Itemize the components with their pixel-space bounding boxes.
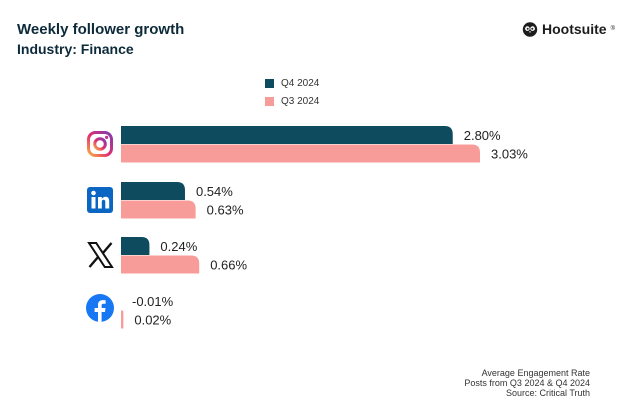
data-label-facebook-q3: 0.02% xyxy=(134,313,171,328)
chart-footnote: Average Engagement Rate Posts from Q3 20… xyxy=(464,368,590,398)
bar-facebook-q3 xyxy=(121,310,124,329)
owl-icon xyxy=(522,22,538,37)
x-icon xyxy=(87,242,114,268)
bar-instagram-q3 xyxy=(121,144,480,163)
registered-mark: ® xyxy=(610,26,615,32)
facebook-icon xyxy=(86,294,114,322)
hootsuite-logo: Hootsuite ® xyxy=(522,21,615,37)
data-label-linkedin-q3: 0.63% xyxy=(207,203,244,218)
data-label-instagram-q4: 2.80% xyxy=(464,128,501,143)
data-label-linkedin-q4: 0.54% xyxy=(196,184,233,199)
linkedin-icon xyxy=(87,187,113,213)
legend-item-q4: Q4 2024 xyxy=(265,74,319,92)
chart-title: Weekly follower growth xyxy=(17,21,185,38)
legend: Q4 2024 Q3 2024 xyxy=(265,74,319,110)
bar-x-q4 xyxy=(121,237,150,255)
bar-linkedin-q4 xyxy=(121,182,185,200)
legend-label-q3: Q3 2024 xyxy=(281,95,320,107)
legend-swatch-q3 xyxy=(265,96,274,106)
data-label-x-q4: 0.24% xyxy=(160,239,197,254)
data-label-x-q3: 0.66% xyxy=(210,258,247,273)
data-label-facebook-q4: -0.01% xyxy=(132,294,174,309)
footnote-source: Source: Critical Truth xyxy=(505,388,590,398)
legend-item-q3: Q3 2024 xyxy=(265,92,319,110)
bar-linkedin-q3 xyxy=(121,200,196,219)
instagram-icon xyxy=(87,131,113,157)
legend-label-q4: Q4 2024 xyxy=(281,77,320,89)
bar-x-q3 xyxy=(121,255,200,274)
footnote-period: Posts from Q3 2024 & Q4 2024 xyxy=(464,378,590,388)
footnote-metric: Average Engagement Rate xyxy=(481,368,590,378)
bar-instagram-q4 xyxy=(121,126,453,144)
data-label-instagram-q3: 3.03% xyxy=(491,147,528,162)
legend-swatch-q4 xyxy=(265,78,274,88)
brand-name: Hootsuite xyxy=(542,21,607,37)
chart-subtitle: Industry: Finance xyxy=(17,41,134,57)
